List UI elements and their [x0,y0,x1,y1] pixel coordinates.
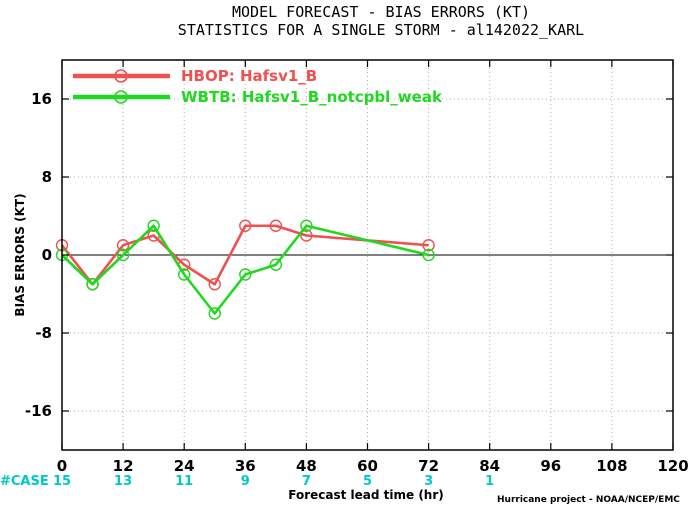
x-tick-label: 36 [235,457,256,475]
data-point [116,239,130,252]
data-point [300,219,313,232]
legend-marker [114,90,128,104]
data-point [239,268,252,281]
case-counts: 15 13 11 9 7 5 3 1 [53,474,494,489]
data-point [208,278,221,291]
legend: HBOP: Hafsv1_B WBTB: Hafsv1_B_notcpbl_wea… [73,67,443,106]
x-axis-label: Forecast lead time (hr) [288,488,444,502]
y-tick-label: -16 [25,402,52,420]
y-axis-label: BIAS ERRORS (KT) [13,193,27,316]
y-tick-label: 8 [42,168,52,186]
y-tick-label: 16 [31,90,52,108]
legend-marker [114,69,128,83]
chart-title-line1: MODEL FORECAST - BIAS ERRORS (KT) [232,3,530,21]
case-count: 9 [241,474,250,489]
data-point [177,268,191,281]
data-point [422,248,435,262]
series-line [60,224,429,286]
data-point [147,219,160,232]
x-tick-label: 0 [57,457,67,475]
x-tick-label: 96 [540,457,561,475]
y-tick-label: 0 [42,246,52,264]
legend-label: HBOP: Hafsv1_B [181,67,317,85]
case-label: #CASE [0,474,49,489]
case-count: 5 [363,474,372,489]
data-point [269,219,283,232]
x-tick-label: 72 [418,457,439,475]
credit-text: Hurricane project - NOAA/NCEP/EMC [497,495,680,505]
axis-ticks [61,60,674,450]
data-point [116,248,130,262]
data-point [269,258,283,271]
y-tick-label: -8 [35,324,52,342]
chart-title-line2: STATISTICS FOR A SINGLE STORM - al142022… [178,21,584,39]
x-tick-label: 84 [479,457,500,475]
x-tick-label: 108 [596,457,627,475]
case-count: 11 [175,474,193,489]
data-point [300,229,313,242]
legend-label: WBTB: Hafsv1_B_notcpbl_weak [181,88,443,106]
x-tick-label: 24 [174,457,195,475]
data-point [422,239,435,252]
data-point [86,278,99,291]
case-count: 3 [424,474,433,489]
data-point [239,219,252,232]
y-tick-labels: 16 8 0 -8 -16 [25,90,52,420]
x-tick-label: 48 [296,457,317,475]
case-count: 13 [114,474,132,489]
x-tick-label: 12 [113,457,134,475]
case-count: 15 [53,474,71,489]
series-line [61,224,429,315]
case-count: 7 [302,474,311,489]
x-tick-labels: 0 12 24 36 48 60 72 84 96 108 120 [57,457,689,475]
x-tick-label: 120 [657,457,688,475]
x-tick-label: 60 [357,457,378,475]
case-count: 1 [485,474,494,489]
data-point [208,307,221,320]
grid-lines [62,60,673,450]
